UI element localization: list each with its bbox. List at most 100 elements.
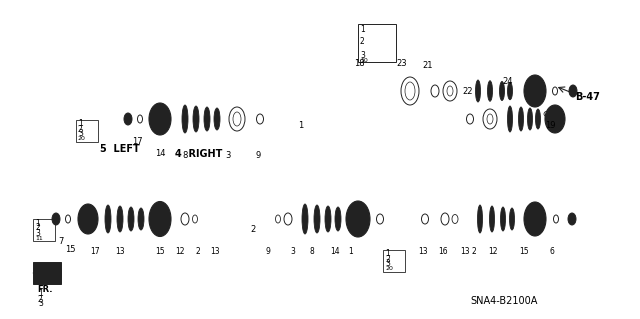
Ellipse shape bbox=[214, 108, 220, 130]
Ellipse shape bbox=[500, 207, 506, 231]
Text: 15: 15 bbox=[65, 244, 76, 254]
Ellipse shape bbox=[83, 210, 93, 228]
Text: 15: 15 bbox=[155, 247, 164, 256]
Text: 14: 14 bbox=[155, 150, 166, 159]
Text: 1: 1 bbox=[385, 249, 390, 258]
Ellipse shape bbox=[105, 205, 111, 233]
Ellipse shape bbox=[182, 105, 188, 133]
Polygon shape bbox=[33, 263, 61, 283]
Text: 13: 13 bbox=[115, 247, 125, 256]
Text: 24: 24 bbox=[502, 77, 513, 85]
Ellipse shape bbox=[529, 209, 541, 229]
Text: 12: 12 bbox=[175, 247, 184, 256]
Text: 2: 2 bbox=[250, 225, 255, 234]
Text: 3: 3 bbox=[35, 228, 40, 238]
Text: 2: 2 bbox=[360, 36, 365, 46]
Ellipse shape bbox=[204, 107, 210, 131]
Text: 3: 3 bbox=[385, 259, 390, 269]
Text: 20: 20 bbox=[385, 266, 393, 271]
Text: 16: 16 bbox=[438, 247, 447, 256]
Ellipse shape bbox=[518, 107, 524, 131]
Bar bbox=[383, 250, 405, 272]
FancyBboxPatch shape bbox=[355, 24, 595, 134]
Text: 18: 18 bbox=[354, 60, 365, 69]
Text: 3: 3 bbox=[360, 50, 365, 60]
Ellipse shape bbox=[138, 208, 144, 230]
Ellipse shape bbox=[524, 75, 546, 107]
Text: 1: 1 bbox=[298, 122, 303, 130]
FancyBboxPatch shape bbox=[32, 154, 602, 289]
Ellipse shape bbox=[499, 81, 504, 100]
Ellipse shape bbox=[527, 108, 532, 130]
Ellipse shape bbox=[490, 206, 495, 232]
Ellipse shape bbox=[351, 207, 365, 231]
Ellipse shape bbox=[508, 106, 513, 132]
Text: 8: 8 bbox=[182, 152, 188, 160]
Ellipse shape bbox=[193, 106, 199, 132]
Ellipse shape bbox=[325, 206, 331, 232]
Text: 2: 2 bbox=[35, 224, 40, 233]
Text: 1: 1 bbox=[35, 219, 40, 227]
Ellipse shape bbox=[154, 109, 166, 129]
Ellipse shape bbox=[568, 213, 576, 225]
Ellipse shape bbox=[545, 105, 565, 133]
Text: 4  RIGHT: 4 RIGHT bbox=[175, 149, 222, 159]
Ellipse shape bbox=[536, 109, 541, 129]
Text: 14: 14 bbox=[330, 247, 340, 256]
Text: 5  LEFT: 5 LEFT bbox=[100, 144, 140, 154]
Ellipse shape bbox=[524, 202, 546, 236]
Text: 23: 23 bbox=[396, 60, 406, 69]
Text: 1: 1 bbox=[348, 247, 353, 256]
Text: 22: 22 bbox=[462, 86, 472, 95]
Text: 13: 13 bbox=[460, 247, 470, 256]
Ellipse shape bbox=[509, 208, 515, 230]
Text: 17: 17 bbox=[132, 137, 143, 145]
Ellipse shape bbox=[302, 204, 308, 234]
Ellipse shape bbox=[488, 81, 493, 101]
Text: 2: 2 bbox=[78, 124, 83, 133]
Text: 1: 1 bbox=[360, 26, 365, 34]
Text: 11: 11 bbox=[35, 235, 43, 241]
Ellipse shape bbox=[550, 110, 560, 128]
Ellipse shape bbox=[153, 206, 167, 232]
Ellipse shape bbox=[52, 213, 60, 225]
Text: 3: 3 bbox=[290, 247, 295, 256]
Ellipse shape bbox=[128, 207, 134, 231]
Text: 13: 13 bbox=[210, 247, 220, 256]
Ellipse shape bbox=[508, 82, 513, 100]
Ellipse shape bbox=[314, 205, 320, 233]
Text: 3: 3 bbox=[78, 130, 83, 138]
Text: 8: 8 bbox=[310, 247, 315, 256]
Bar bbox=[33, 262, 61, 284]
Bar bbox=[33, 219, 55, 241]
Text: SNA4-B2100A: SNA4-B2100A bbox=[470, 296, 538, 306]
Text: 3: 3 bbox=[38, 300, 43, 308]
Ellipse shape bbox=[529, 81, 541, 101]
Bar bbox=[358, 24, 396, 62]
Text: 2: 2 bbox=[196, 247, 201, 256]
FancyBboxPatch shape bbox=[75, 49, 565, 164]
Ellipse shape bbox=[335, 207, 341, 231]
Text: B-47: B-47 bbox=[575, 92, 600, 102]
Text: 3: 3 bbox=[225, 152, 230, 160]
Ellipse shape bbox=[346, 201, 370, 237]
Text: 7: 7 bbox=[58, 236, 63, 246]
Ellipse shape bbox=[476, 80, 481, 102]
Ellipse shape bbox=[124, 113, 132, 125]
Ellipse shape bbox=[149, 202, 171, 236]
Text: 1: 1 bbox=[78, 120, 83, 129]
Ellipse shape bbox=[149, 103, 171, 135]
Text: 2: 2 bbox=[472, 247, 477, 256]
Text: 2: 2 bbox=[38, 294, 43, 303]
Text: FR.: FR. bbox=[37, 285, 52, 293]
Ellipse shape bbox=[477, 205, 483, 233]
Text: 21: 21 bbox=[422, 62, 433, 70]
Bar bbox=[76, 120, 98, 142]
Text: 9: 9 bbox=[255, 152, 260, 160]
Ellipse shape bbox=[78, 204, 98, 234]
Text: 19: 19 bbox=[545, 122, 556, 130]
Ellipse shape bbox=[117, 206, 123, 232]
Text: 6: 6 bbox=[550, 247, 555, 256]
Text: 10: 10 bbox=[360, 58, 368, 63]
Text: 9: 9 bbox=[265, 247, 270, 256]
